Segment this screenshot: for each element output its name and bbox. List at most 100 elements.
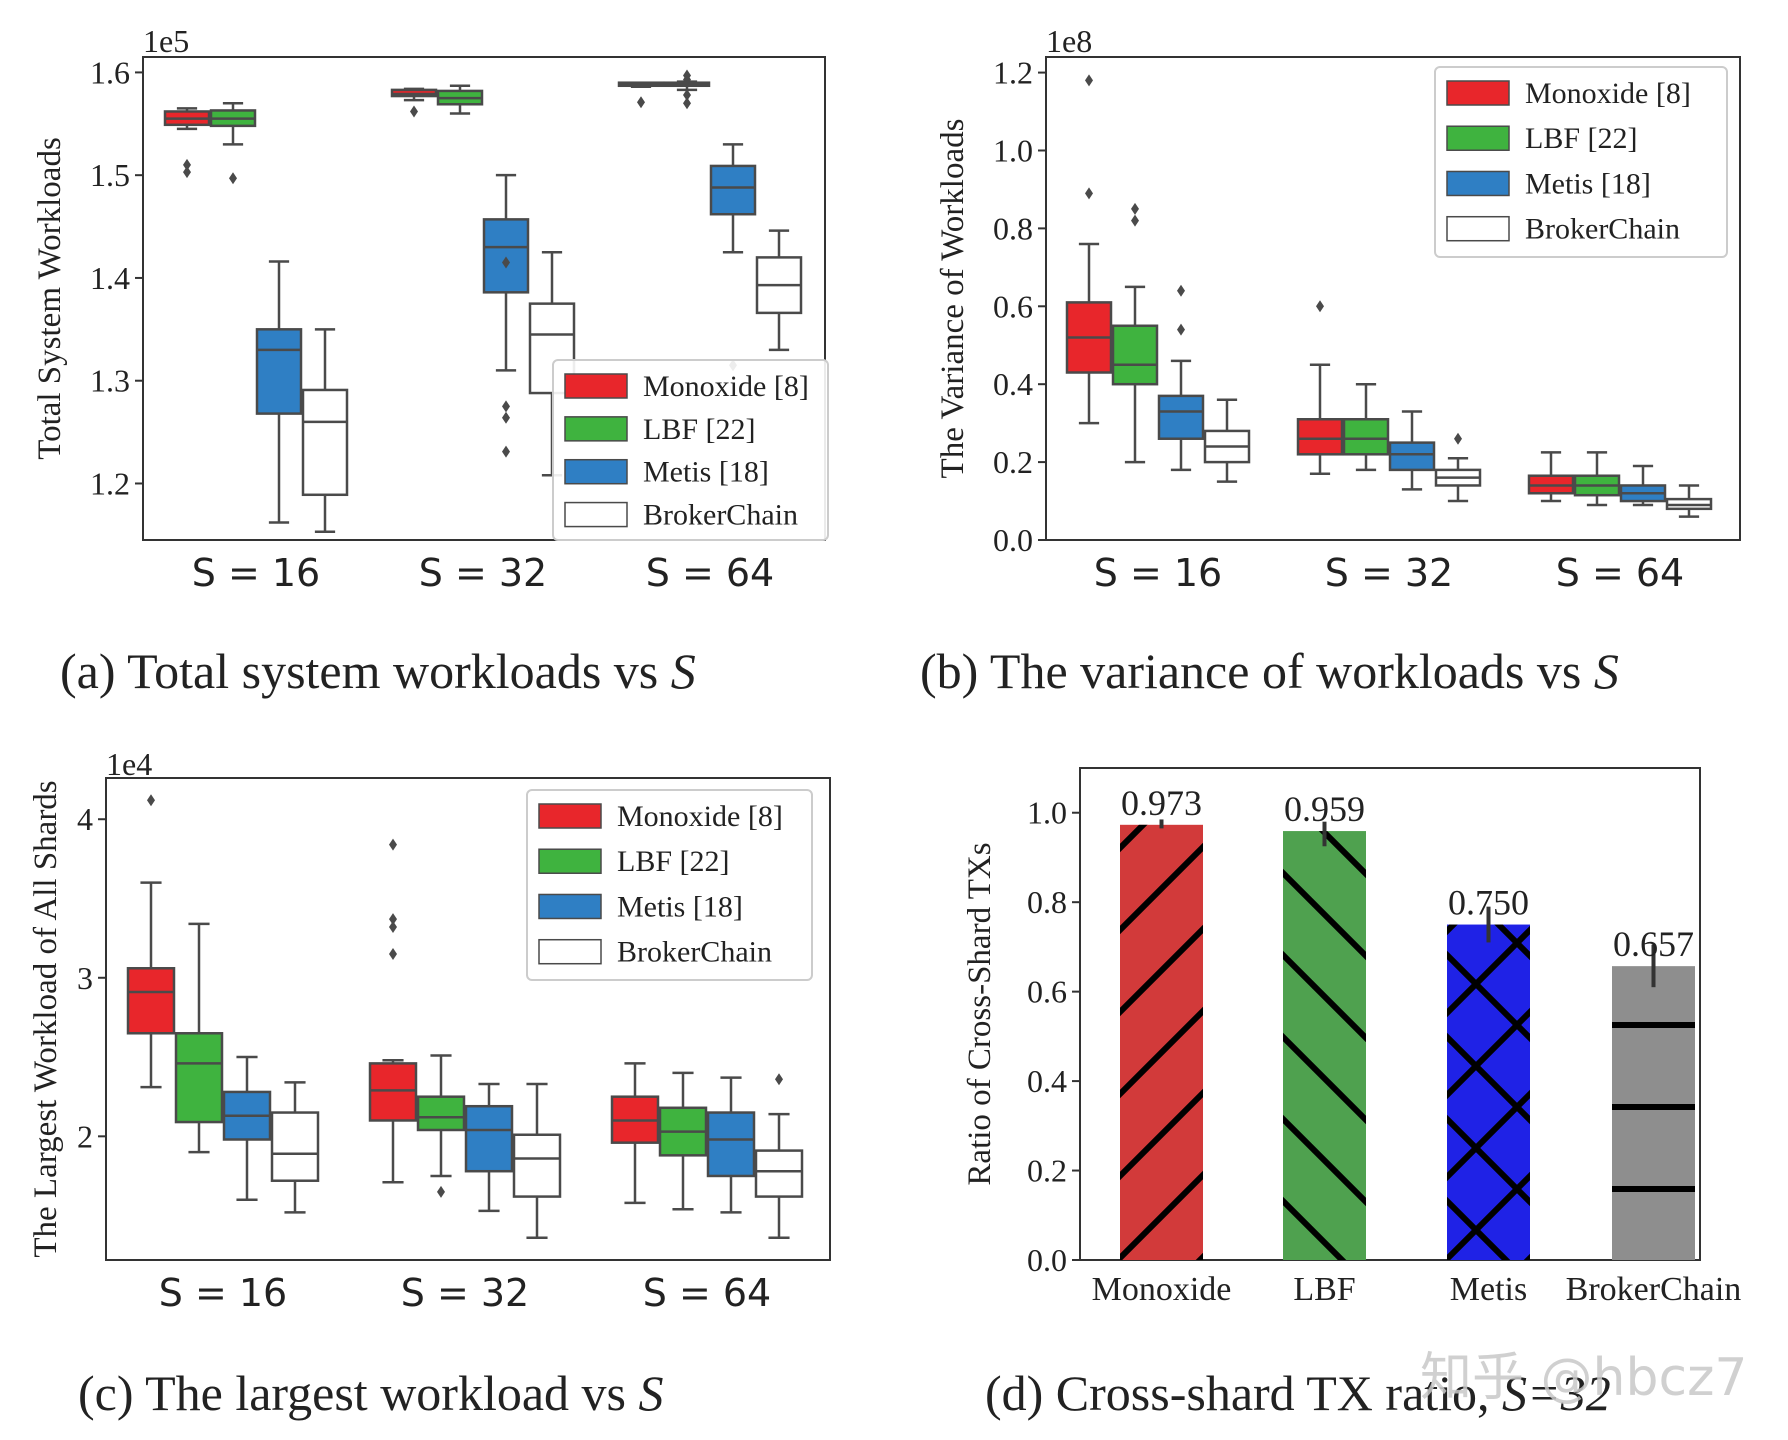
flier-point (1085, 74, 1093, 87)
xtick-label-a: S = 64 (646, 551, 774, 595)
ytick-label-b: 0.2 (993, 444, 1033, 480)
box-body (126, 967, 176, 1035)
flier-point (683, 73, 691, 86)
ytick-label-b: 0.6 (993, 288, 1033, 324)
box-body (709, 164, 757, 216)
caption-b: (b) The variance of workloads vs S (920, 643, 1619, 699)
box-brokerchain-b (1434, 432, 1482, 503)
axes-frame-b (1045, 56, 1741, 541)
xtick-label-b: S = 32 (1325, 551, 1453, 595)
flier-point (637, 96, 645, 109)
flier-point (502, 256, 510, 269)
box-monoxide-c (126, 794, 176, 1089)
box-lbf-a (436, 84, 484, 115)
box-lbf-c (658, 1071, 708, 1211)
box-monoxide-b (1065, 74, 1113, 425)
caption-a: (a) Total system workloads vs S (60, 643, 696, 699)
legend-entry: Monoxide [8] (617, 800, 783, 833)
bar-brokerchain: 0.657 (1612, 924, 1695, 1260)
box-body (416, 1095, 466, 1132)
box-metis-c (464, 1082, 514, 1213)
box-monoxide-a (390, 87, 438, 118)
bar-value-label: 0.750 (1448, 883, 1529, 923)
ytick-label-a: 1.2 (90, 465, 130, 501)
box-metis-a (709, 143, 757, 372)
box-monoxide-b (1527, 451, 1575, 503)
bar-hatch (1447, 924, 1530, 1260)
flier-point (1131, 202, 1139, 215)
legend-entry: Metis [18] (1525, 167, 1651, 200)
panels-layer: 1.2 1.3 1.4 1.5 1.6 Total System Workloads 1e5… (28, 23, 1741, 1421)
legend-entry: Metis [18] (617, 890, 743, 923)
xtick-label-d: LBF (1293, 1271, 1355, 1308)
flier-point (502, 445, 510, 458)
box-monoxide-c (368, 838, 418, 1184)
box-metis-b (1157, 284, 1205, 472)
legend-swatch (1446, 170, 1510, 197)
box-lbf-c (174, 922, 224, 1154)
axes-frame-d (1079, 767, 1701, 1261)
caption-var-c: S (639, 1365, 664, 1421)
flier-point (147, 794, 155, 807)
legend-frame (552, 359, 829, 541)
bar-hatch (1612, 966, 1695, 1260)
box-lbf-b (1573, 451, 1621, 507)
box-brokerchain-a (755, 229, 803, 352)
box-body (464, 1104, 514, 1173)
flier-point (389, 838, 397, 851)
axes-frame-c (105, 777, 831, 1261)
legend-entry: BrokerChain (643, 499, 798, 532)
ytick-label-a: 1.6 (90, 54, 130, 90)
ytick-label-c: 3 (77, 960, 93, 996)
legend-entry: LBF [22] (643, 413, 756, 446)
box-body (1111, 324, 1159, 386)
box-monoxide-c (610, 1062, 660, 1205)
flier-point (1177, 323, 1185, 336)
caption-text-d: (d) Cross-shard TX ratio, (985, 1365, 1502, 1421)
legend-entry: BrokerChain (1525, 213, 1680, 246)
flier-point (683, 89, 691, 102)
ytick-label-a: 1.5 (90, 157, 130, 193)
ytick-label-d: 0.8 (1027, 884, 1067, 920)
legend-swatch (538, 848, 602, 874)
xtick-label-a: S = 32 (419, 551, 547, 595)
box-lbf-a (209, 101, 257, 185)
box-monoxide-a (617, 81, 665, 109)
caption-d: (d) Cross-shard TX ratio, S=32 (985, 1365, 1611, 1421)
xtick-label-d: BrokerChain (1566, 1271, 1742, 1308)
flier-point (389, 921, 397, 934)
bar-lbf: 0.959 (1283, 789, 1366, 1260)
flier-point (1131, 214, 1139, 227)
legend-entry: LBF [22] (1525, 122, 1638, 155)
box-metis-c (706, 1076, 756, 1214)
y-axis-label-d: Ratio of Cross-Shard TXs (962, 842, 998, 1185)
offset-text-c: 1e4 (106, 746, 152, 782)
flier-point (410, 105, 418, 118)
xtick-label-b: S = 64 (1556, 551, 1684, 595)
flier-point (1177, 284, 1185, 297)
ytick-label-d: 0.0 (1027, 1242, 1067, 1278)
ytick-label-c: 2 (77, 1118, 93, 1154)
xtick-label-c: S = 64 (643, 1271, 771, 1315)
legend-b: Monoxide [8] LBF [22] Metis [18] BrokerChai… (1434, 66, 1728, 258)
y-axis-label-a: Total System Workloads (32, 137, 68, 460)
legend-swatch (564, 416, 628, 442)
caption-text-b: (b) The variance of workloads vs (920, 643, 1594, 699)
ytick-label-b: 0.0 (993, 522, 1033, 558)
ytick-label-b: 0.4 (993, 366, 1033, 402)
ytick-label-a: 1.4 (90, 260, 130, 296)
legend-swatch (1446, 215, 1510, 242)
legend-frame (526, 789, 813, 981)
legend-swatch (564, 458, 628, 485)
xtick-label-d: Monoxide (1092, 1271, 1232, 1308)
watermark: 知乎 @hbcz7 (1420, 1348, 1747, 1408)
ytick-label-d: 0.4 (1027, 1063, 1067, 1099)
y-axis-label-b: The Variance of Workloads (935, 119, 971, 479)
box-brokerchain-b (1665, 484, 1713, 518)
flier-point (229, 172, 237, 185)
ytick-label-d: 0.6 (1027, 974, 1067, 1010)
box-body (482, 218, 530, 294)
bar-metis: 0.750 (1447, 883, 1530, 1260)
offset-text-b: 1e8 (1046, 23, 1092, 59)
box-lbf-b (1342, 382, 1390, 472)
